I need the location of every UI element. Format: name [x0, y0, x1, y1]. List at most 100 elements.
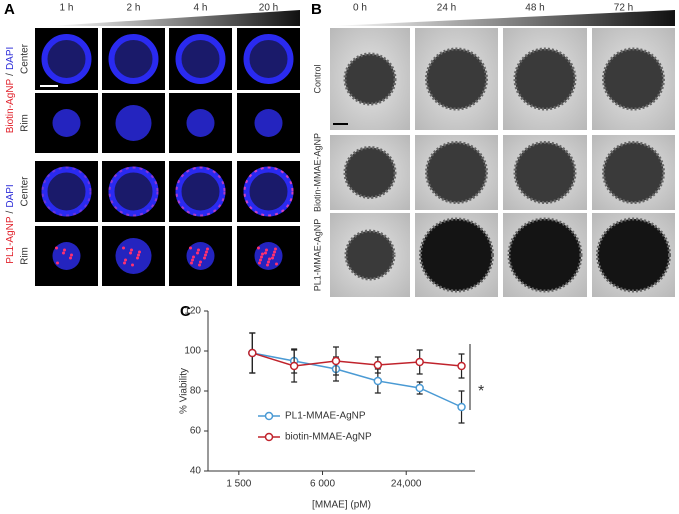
time-label: 4 h — [194, 3, 208, 14]
stain — [264, 251, 267, 255]
data-point — [373, 360, 383, 370]
spheroid — [596, 217, 671, 293]
stain — [266, 263, 269, 267]
spheroid — [52, 109, 81, 137]
stain — [205, 250, 208, 254]
row-label: Center — [20, 176, 31, 207]
stain — [268, 257, 271, 261]
legend-label: biotin-MMAE-AgNP — [285, 432, 372, 443]
stain — [131, 263, 134, 267]
stain — [267, 260, 270, 264]
stain — [130, 248, 133, 252]
x-tick-label: 6 000 — [310, 479, 335, 490]
legend-marker — [264, 432, 274, 442]
spheroid — [41, 166, 92, 217]
spheroid — [52, 242, 81, 270]
stain — [108, 166, 159, 217]
stain — [56, 261, 59, 265]
spheroid — [108, 34, 159, 84]
time-label: 0 h — [353, 3, 367, 14]
stain — [41, 166, 92, 217]
stain — [189, 246, 192, 250]
stain — [69, 256, 72, 260]
stain — [123, 261, 126, 265]
time-label: 1 h — [60, 3, 74, 14]
stain — [198, 263, 201, 267]
legend-label: PL1-MMAE-AgNP — [285, 411, 366, 422]
stain — [273, 250, 276, 254]
stain — [62, 251, 65, 255]
data-point — [289, 361, 299, 371]
series-line — [252, 352, 462, 367]
spheroid — [425, 47, 488, 111]
spheroid — [425, 141, 488, 204]
time-label: 48 h — [525, 3, 544, 14]
spheroid — [243, 34, 294, 84]
time-gradient — [50, 10, 300, 26]
stain — [271, 256, 274, 260]
stain — [136, 256, 139, 260]
stain — [63, 248, 66, 252]
stain — [137, 253, 140, 257]
time-label: 2 h — [127, 3, 141, 14]
annotation: * — [478, 383, 484, 400]
series-line — [252, 352, 462, 408]
data-point — [248, 348, 257, 358]
data-point — [331, 356, 341, 366]
x-axis-label: [MMAE] (pM) — [312, 500, 371, 511]
legend-marker — [264, 411, 274, 421]
data-point — [457, 361, 466, 371]
spheroid — [344, 229, 396, 281]
spheroid — [602, 141, 665, 204]
stain — [275, 262, 278, 266]
row-label: Biotin-MMAE-AgNP — [312, 133, 322, 212]
panel-label: A — [4, 1, 15, 18]
data-point — [415, 357, 424, 367]
stain — [258, 261, 261, 265]
stain — [274, 247, 277, 251]
stain — [124, 258, 127, 262]
y-axis-label: % Viability — [179, 368, 190, 414]
stain — [196, 251, 199, 255]
spheroid — [513, 47, 577, 111]
x-tick-label: 1 500 — [226, 479, 251, 490]
stain — [204, 253, 207, 257]
spheroid — [115, 105, 152, 141]
row-label: Control — [312, 64, 322, 93]
group-label: Biotin-AgNP/DAPI — [5, 47, 16, 134]
spheroid — [507, 217, 583, 293]
time-label: 72 h — [614, 3, 633, 14]
stain — [243, 166, 294, 217]
x-tick-label: 24,000 — [391, 479, 422, 490]
y-tick-label: 120 — [184, 306, 201, 317]
spheroid — [254, 109, 283, 137]
spheroid — [186, 109, 215, 137]
stain — [260, 255, 263, 259]
stain — [191, 258, 194, 262]
stain — [55, 246, 58, 250]
stain — [175, 166, 226, 217]
spheroid — [513, 141, 577, 204]
row-label: PL1-MMAE-AgNP — [312, 219, 322, 292]
stain — [190, 261, 193, 265]
spheroid — [115, 238, 152, 274]
spheroid — [343, 146, 397, 199]
spheroid — [175, 166, 226, 217]
stain — [70, 253, 73, 257]
y-tick-label: 80 — [190, 386, 202, 397]
stain — [138, 250, 141, 254]
panel-label: C — [180, 303, 191, 320]
data-point — [415, 383, 424, 393]
stain — [261, 252, 264, 256]
group-label: PL1-AgNP/DAPI — [5, 184, 16, 263]
spheroid — [175, 34, 226, 84]
stain — [199, 260, 202, 264]
y-tick-label: 60 — [190, 426, 202, 437]
stain — [197, 248, 200, 252]
row-label: Center — [20, 43, 31, 74]
spheroid — [602, 47, 665, 111]
time-label: 24 h — [437, 3, 456, 14]
y-tick-label: 40 — [190, 466, 202, 477]
stain — [192, 255, 195, 259]
